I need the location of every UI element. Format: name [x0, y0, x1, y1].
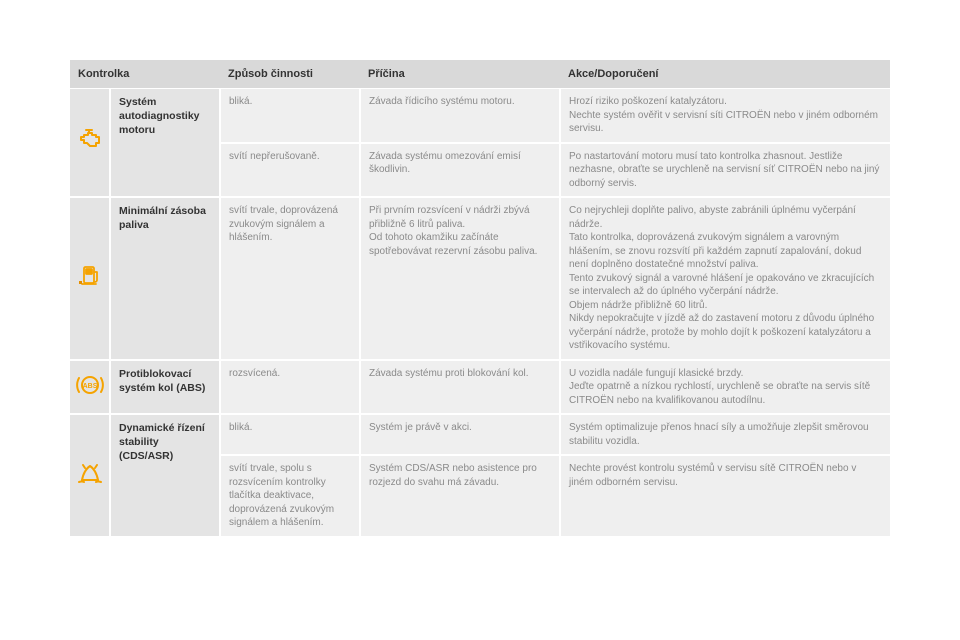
- stability-control-icon: [75, 460, 105, 491]
- table-row: Minimální zásoba paliva svítí trvale, do…: [70, 197, 890, 360]
- warning-lights-table: Kontrolka Způsob činnosti Příčina Akce/D…: [70, 60, 890, 538]
- fuel-pump-icon: [77, 263, 103, 294]
- cell-mode: bliká.: [220, 414, 360, 455]
- cell-mode: bliká.: [220, 89, 360, 143]
- table-header-row: Kontrolka Způsob činnosti Příčina Akce/D…: [70, 60, 890, 89]
- indicator-name: Protiblokovací systém kol (ABS): [110, 360, 220, 415]
- cell-action: Systém optimalizuje přenos hnací síly a …: [560, 414, 890, 455]
- col-header-indicator: Kontrolka: [70, 60, 220, 89]
- indicator-name: Minimální zásoba paliva: [110, 197, 220, 360]
- col-header-action: Akce/Doporučení: [560, 60, 890, 89]
- cell-cause: Systém je právě v akci.: [360, 414, 560, 455]
- table-row: ABS Protiblokovací systém kol (ABS) rozs…: [70, 360, 890, 415]
- cell-action: Nechte provést kontrolu systémů v servis…: [560, 455, 890, 537]
- cell-cause: Systém CDS/ASR nebo asistence pro rozjez…: [360, 455, 560, 537]
- indicator-icon-cell: [70, 414, 110, 537]
- indicator-icon-cell: [70, 197, 110, 360]
- cell-cause: Závada systému proti blokování kol.: [360, 360, 560, 415]
- cell-action: Hrozí riziko poškození katalyzátoru.Nech…: [560, 89, 890, 143]
- cell-mode: svítí trvale, spolu s rozsvícením kontro…: [220, 455, 360, 537]
- table-row: Systém autodiagnostiky motoru bliká. Záv…: [70, 89, 890, 143]
- indicator-name: Systém autodiagnostiky motoru: [110, 89, 220, 198]
- abs-icon: ABS: [75, 374, 105, 401]
- cell-action: Co nejrychleji doplňte palivo, abyste za…: [560, 197, 890, 360]
- manual-page: Kontrolka Způsob činnosti Příčina Akce/D…: [0, 0, 960, 568]
- col-header-cause: Příčina: [360, 60, 560, 89]
- cell-cause: Závada systému omezování emisí škodlivin…: [360, 143, 560, 198]
- col-header-mode: Způsob činnosti: [220, 60, 360, 89]
- svg-text:ABS: ABS: [82, 383, 97, 390]
- cell-action: Po nastartování motoru musí tato kontrol…: [560, 143, 890, 198]
- cell-mode: rozsvícená.: [220, 360, 360, 415]
- cell-mode: svítí nepřerušovaně.: [220, 143, 360, 198]
- cell-mode: svítí trvale, doprovázená zvukovým signá…: [220, 197, 360, 360]
- indicator-name: Dynamické řízení stability (CDS/ASR): [110, 414, 220, 537]
- cell-action: U vozidla nadále fungují klasické brzdy.…: [560, 360, 890, 415]
- indicator-icon-cell: ABS: [70, 360, 110, 415]
- engine-icon: [76, 129, 104, 156]
- indicator-icon-cell: [70, 89, 110, 198]
- table-row: Dynamické řízení stability (CDS/ASR) bli…: [70, 414, 890, 455]
- cell-cause: Závada řídicího systému motoru.: [360, 89, 560, 143]
- cell-cause: Při prvním rozsvícení v nádrži zbývá při…: [360, 197, 560, 360]
